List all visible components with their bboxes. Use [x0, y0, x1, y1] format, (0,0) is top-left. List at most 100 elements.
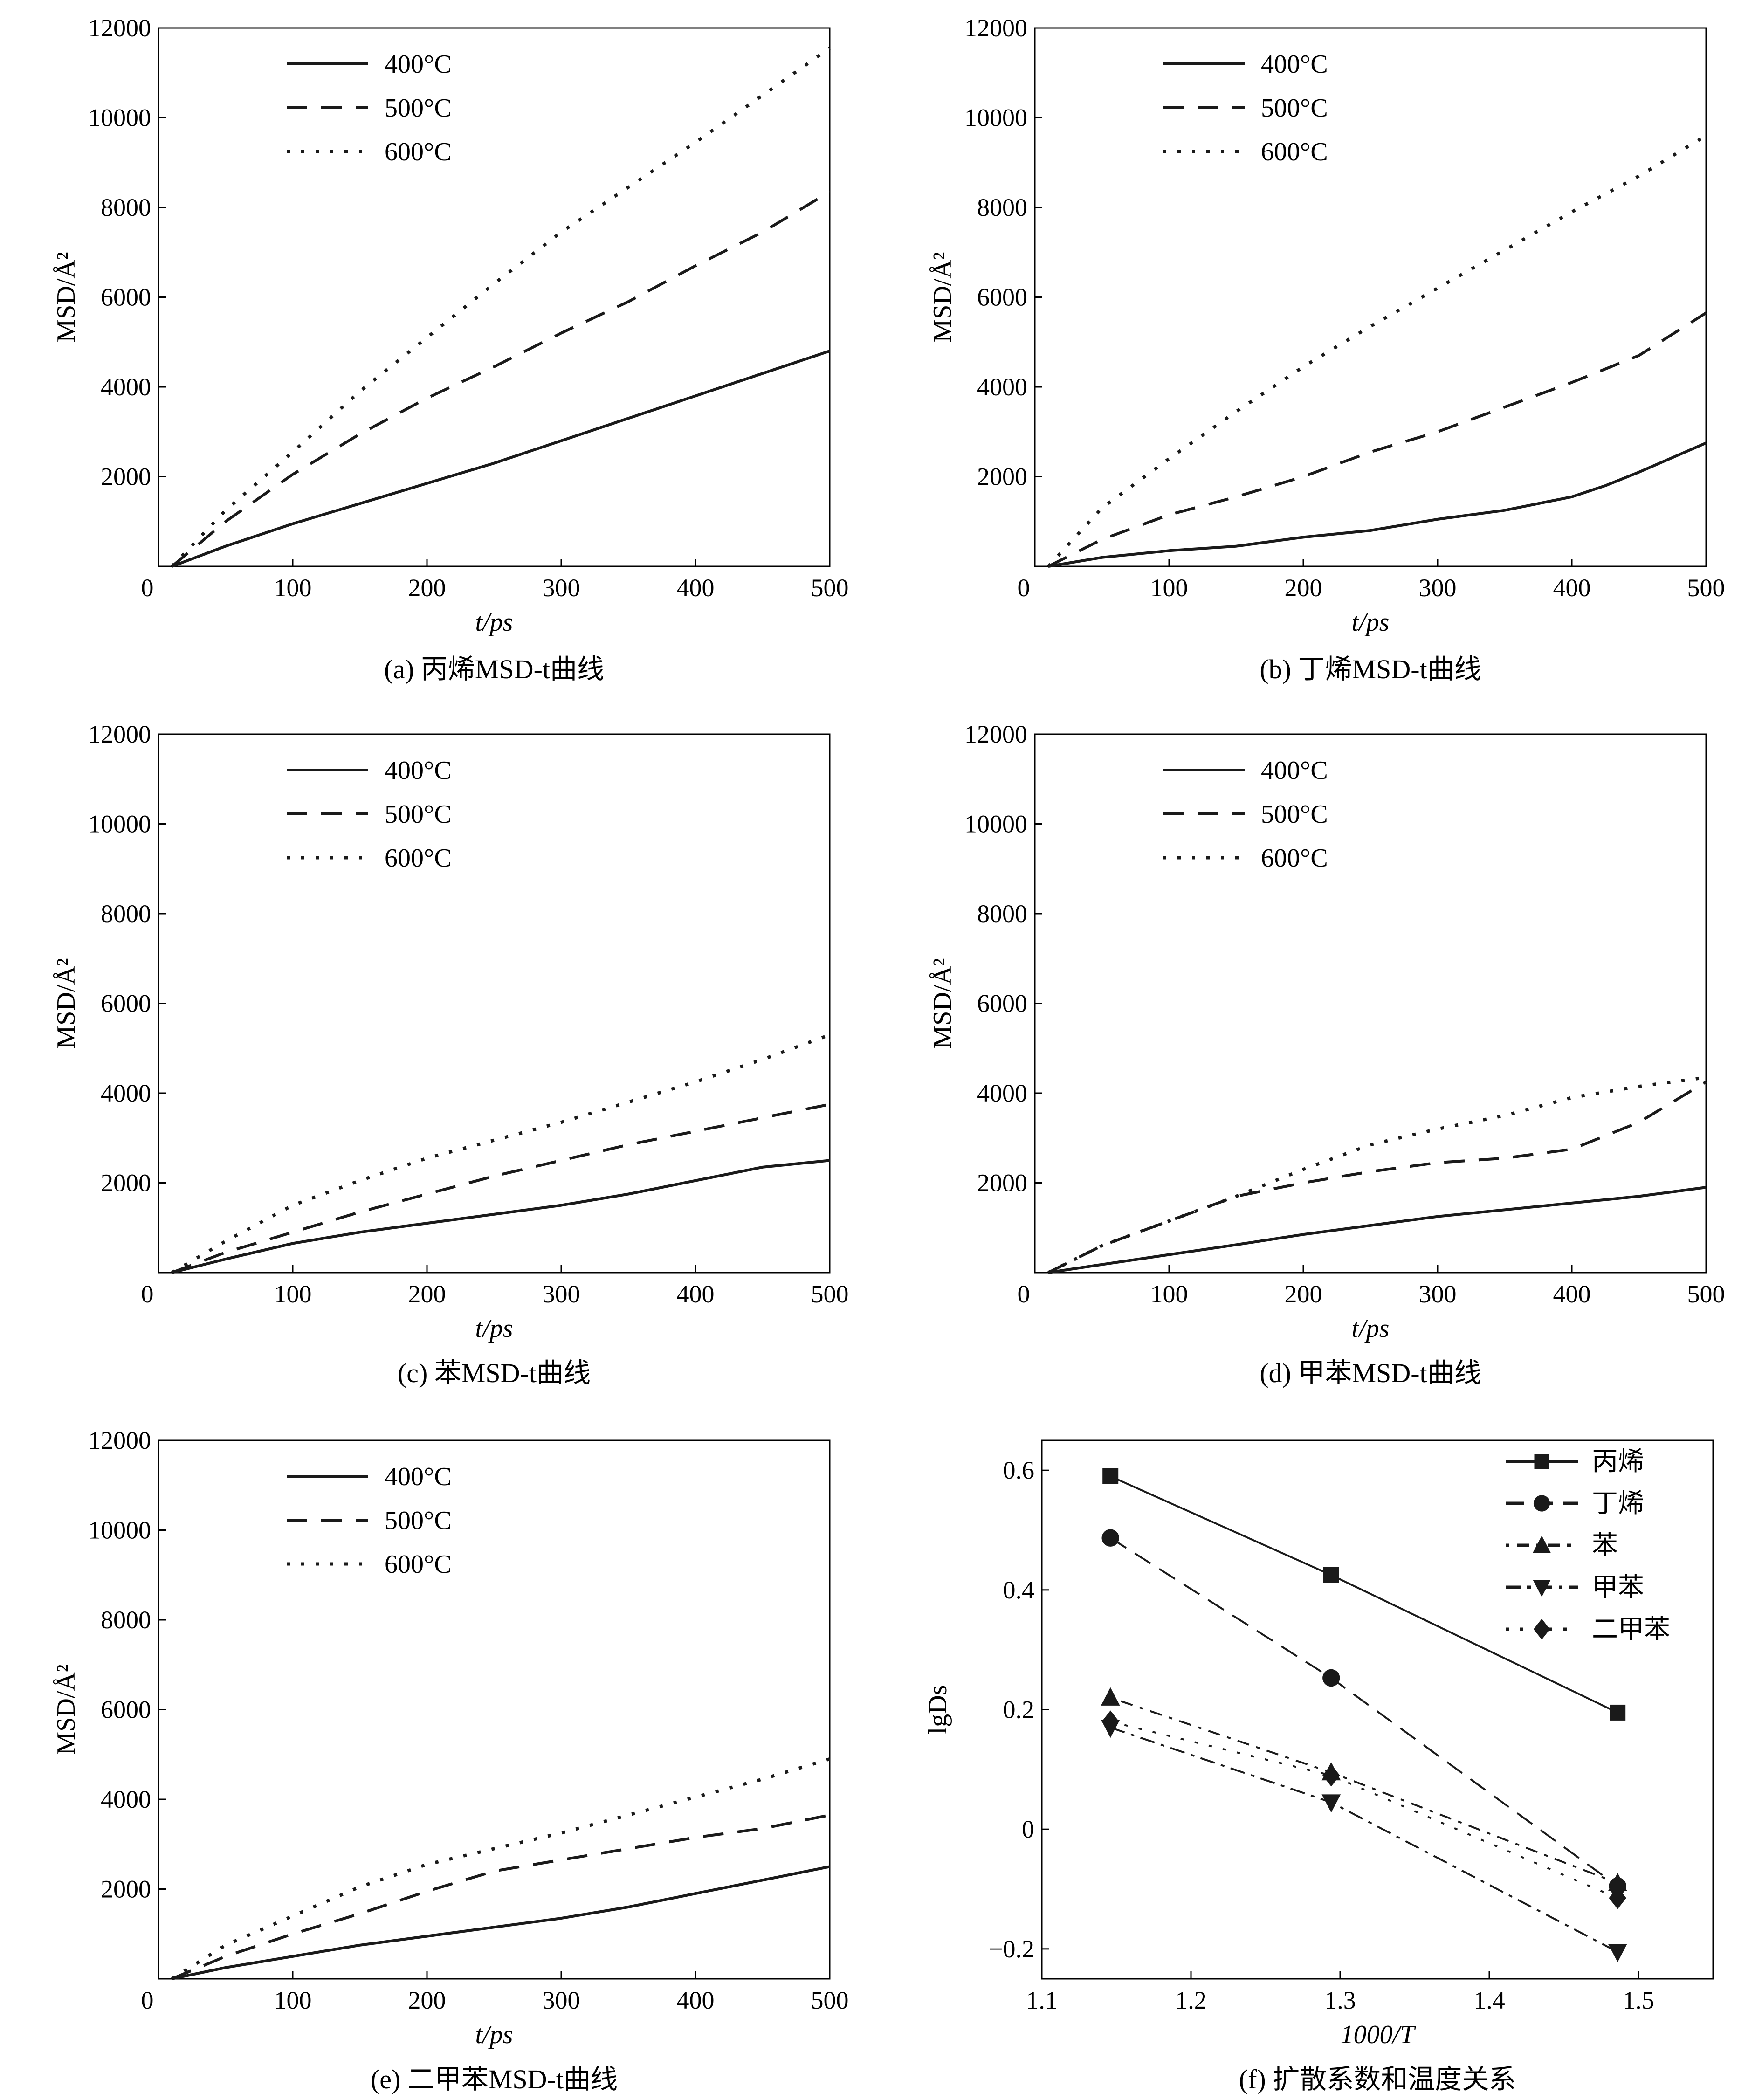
legend-label-1: 500°C: [385, 800, 452, 829]
figure-caption: (d) 甲苯MSD-t曲线: [1260, 1358, 1481, 1388]
x-tick-label: 1.1: [1026, 1986, 1058, 2014]
y-tick-label: 2000: [101, 1875, 151, 1903]
x-tick-label: 100: [274, 1986, 312, 2014]
y-tick-label: 2000: [101, 1169, 151, 1197]
series-line-1: [171, 190, 831, 568]
y-tick-label: 6000: [977, 283, 1027, 311]
y-tick-label: 8000: [977, 900, 1027, 928]
legend-label-1: 500°C: [385, 1506, 452, 1535]
x-tick-label: 200: [408, 1280, 446, 1308]
series-line-2: [1047, 1075, 1707, 1274]
legend-label-3: 甲苯: [1592, 1573, 1644, 1602]
legend-label-2: 600°C: [385, 138, 452, 166]
y-tick-label: 0.6: [1003, 1456, 1035, 1484]
legend-marker-circle: [1533, 1495, 1550, 1512]
data-point-triangle-down: [1322, 1794, 1341, 1813]
legend-label-2: 600°C: [1261, 138, 1328, 166]
data-point-diamond: [1101, 1710, 1119, 1733]
y-tick-label: 6000: [101, 283, 151, 311]
plot-area: [1035, 734, 1706, 1273]
x-tick-label: 400: [1553, 1280, 1591, 1308]
figure-caption: (a) 丙烯MSD-t曲线: [384, 654, 604, 684]
data-point-circle: [1322, 1669, 1340, 1687]
y-tick-label: 6000: [101, 1696, 151, 1724]
x-tick-label: 300: [1419, 1280, 1457, 1308]
plot-frame: [158, 27, 831, 567]
legend-marker-triangle-down: [1533, 1580, 1551, 1597]
plot-area: [1042, 1440, 1713, 1979]
legend-label-1: 500°C: [1261, 800, 1328, 829]
chart-panel-2: 0 100 200 300 400 500 2000 4000 6000 8000 10000 120…: [52, 720, 849, 1388]
legend-marker-square: [1534, 1454, 1549, 1469]
x-tick-label: 0: [141, 1280, 154, 1308]
figure-caption: (c) 苯MSD-t曲线: [398, 1358, 591, 1388]
x-tick-label: 100: [274, 1280, 312, 1308]
data-point-diamond: [1609, 1887, 1626, 1909]
x-tick-label: 1.4: [1473, 1986, 1505, 2014]
legend-label-2: 600°C: [385, 844, 452, 873]
data-point-square: [1323, 1567, 1339, 1583]
series-line-0: [171, 350, 830, 568]
legend-marker-triangle-up: [1533, 1535, 1551, 1553]
series-line-1: [171, 1813, 830, 1980]
y-tick-label: 10000: [88, 810, 151, 838]
x-tick-label: 100: [274, 574, 312, 602]
series-line-0: [1048, 441, 1707, 568]
x-tick-label: 500: [1687, 574, 1725, 602]
figure-caption: (e) 二甲苯MSD-t曲线: [371, 2064, 618, 2094]
y-tick-label: 0.4: [1003, 1576, 1035, 1604]
x-tick-label: 500: [1687, 1280, 1725, 1308]
legend-label-0: 400°C: [1261, 50, 1328, 79]
figure-caption: (f) 扩散系数和温度关系: [1239, 2064, 1516, 2094]
data-point-triangle-up: [1608, 1873, 1627, 1891]
legend-label-0: 400°C: [385, 50, 452, 79]
x-axis-label: t/ps: [475, 1314, 513, 1343]
y-tick-label: 8000: [101, 1606, 151, 1634]
series-line-4: [1110, 1721, 1618, 1899]
series-line-1: [1047, 1081, 1707, 1274]
y-tick-label: 0: [1022, 1815, 1034, 1843]
y-tick-label: 4000: [977, 373, 1027, 401]
y-tick-label: 10000: [964, 810, 1027, 838]
x-tick-label: 300: [543, 1280, 580, 1308]
data-point-triangle-up: [1101, 1687, 1120, 1706]
data-point-square: [1102, 1468, 1119, 1484]
x-tick-label: 400: [1553, 574, 1591, 602]
data-point-square: [1610, 1704, 1626, 1721]
legend-label-1: 丁烯: [1592, 1489, 1644, 1518]
x-axis-label: t/ps: [475, 608, 513, 637]
x-tick-label: 1.2: [1175, 1986, 1207, 2014]
y-tick-label: 4000: [101, 373, 151, 401]
legend-label-0: 丙烯: [1592, 1447, 1644, 1476]
y-tick-label: 8000: [977, 193, 1027, 221]
x-tick-label: 0: [141, 1986, 154, 2014]
plot-frame: [1034, 27, 1707, 567]
x-tick-label: 500: [811, 574, 849, 602]
x-tick-label: 1.5: [1623, 1986, 1654, 2014]
y-axis-label: MSD/Å²: [52, 1664, 81, 1755]
y-tick-label: 12000: [964, 720, 1027, 748]
y-tick-label: 0.2: [1003, 1696, 1035, 1724]
data-point-triangle-down: [1608, 1944, 1627, 1962]
plot-frame: [1041, 1439, 1714, 1980]
legend-label-2: 苯: [1592, 1531, 1618, 1560]
legend-label-2: 600°C: [1261, 844, 1328, 873]
x-axis-label: t/ps: [1352, 1314, 1390, 1343]
series-line-1: [171, 1103, 830, 1274]
y-tick-label: 8000: [101, 900, 151, 928]
x-tick-label: 0: [1018, 574, 1030, 602]
plot-area: [158, 1440, 830, 1979]
y-tick-label: 6000: [977, 990, 1027, 1018]
series-line-1: [1047, 311, 1707, 568]
series-line-2: [171, 1757, 831, 1980]
x-tick-label: 400: [677, 574, 715, 602]
legend-label-0: 400°C: [385, 1462, 452, 1491]
plot-frame: [158, 1439, 831, 1980]
plot-frame: [1034, 733, 1707, 1274]
legend-label-1: 500°C: [385, 94, 452, 123]
x-tick-label: 200: [408, 574, 446, 602]
y-tick-label: 10000: [88, 1516, 151, 1544]
y-axis-label: lgDs: [923, 1685, 952, 1735]
legend-label-0: 400°C: [385, 756, 452, 785]
legend-label-2: 600°C: [385, 1550, 452, 1579]
